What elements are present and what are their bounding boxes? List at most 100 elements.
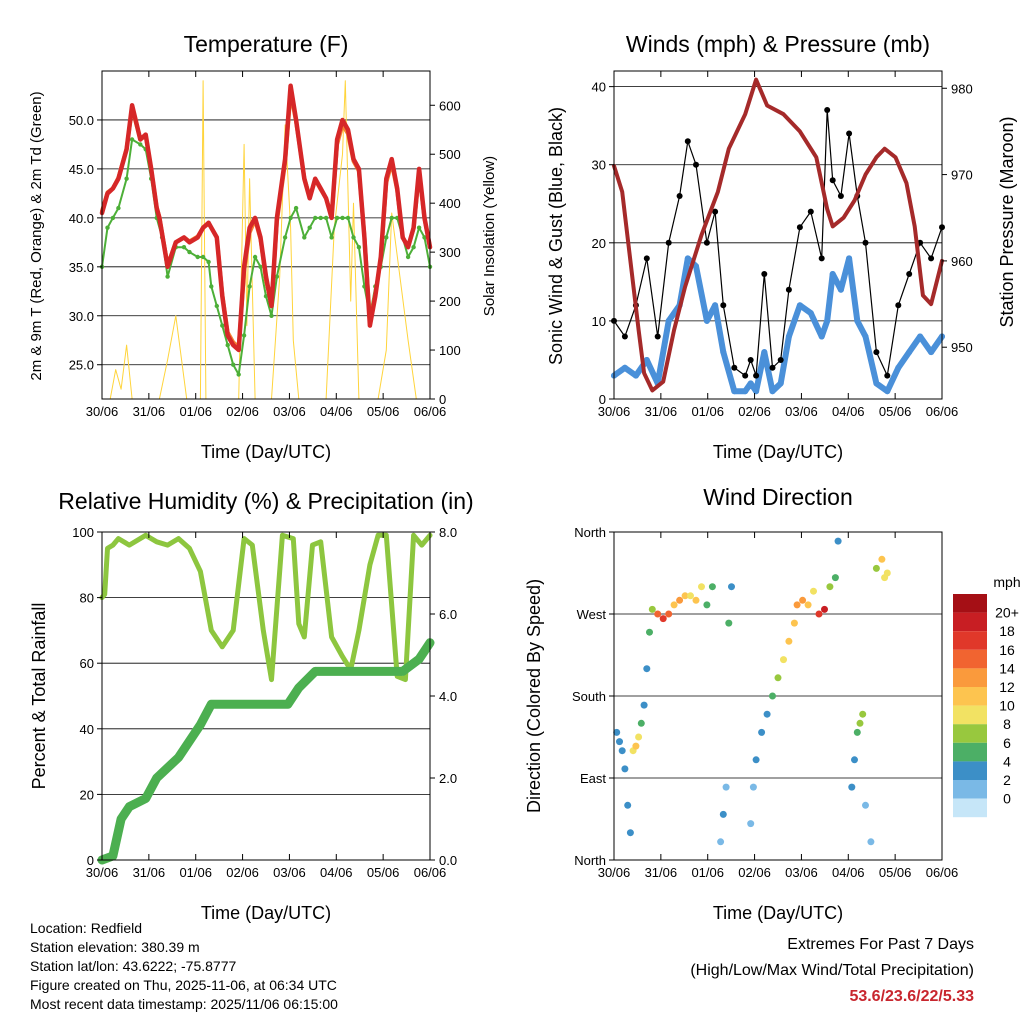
colorbar-swatch bbox=[953, 668, 987, 687]
sonic-wind-point bbox=[633, 373, 639, 379]
sonic-wind-point bbox=[720, 349, 726, 355]
direction-point bbox=[859, 711, 866, 718]
elevation-text: Station elevation: 380.39 m bbox=[30, 938, 338, 957]
direction-point bbox=[750, 784, 757, 791]
x-tick-label: 02/06 bbox=[738, 865, 771, 880]
direction-point bbox=[646, 629, 653, 636]
sonic-wind-point bbox=[819, 334, 825, 340]
temperature-panel: Temperature (F) Time (Day/UTC) 2m & 9m T… bbox=[28, 31, 498, 462]
direction-point bbox=[676, 597, 683, 604]
direction-point bbox=[799, 597, 806, 604]
humidity-panel: Relative Humidity (%) & Precipitation (i… bbox=[29, 488, 474, 923]
sonic-wind-point bbox=[742, 388, 748, 394]
x-tick-label: 05/06 bbox=[879, 865, 912, 880]
direction-point bbox=[709, 583, 716, 590]
direction-point bbox=[854, 729, 861, 736]
latlon-text: Station lat/lon: 43.6222; -75.8777 bbox=[30, 957, 338, 976]
direction-point bbox=[794, 601, 801, 608]
x-tick-label: 04/06 bbox=[832, 865, 865, 880]
direction-point bbox=[873, 565, 880, 572]
y-tick-label: 25.0 bbox=[69, 358, 94, 373]
humidity-plot-frame bbox=[102, 532, 430, 860]
colorbar-label: 6 bbox=[1003, 735, 1011, 751]
colorbar-swatch bbox=[953, 799, 987, 818]
y-right-tick-label: 500 bbox=[439, 147, 461, 162]
y-right-tick-label: 600 bbox=[439, 98, 461, 113]
colorbar-label: 12 bbox=[999, 679, 1015, 695]
direction-point bbox=[758, 729, 765, 736]
sonic-wind-point bbox=[830, 271, 836, 277]
colorbar-swatch bbox=[953, 687, 987, 706]
direction-point bbox=[660, 615, 667, 622]
x-tick-label: 01/06 bbox=[691, 865, 724, 880]
sonic-wind-point bbox=[622, 365, 628, 371]
direction-title: Wind Direction bbox=[703, 484, 853, 510]
colorbar-swatch bbox=[953, 743, 987, 762]
y-right-tick-label: 0.0 bbox=[439, 853, 457, 868]
direction-point bbox=[821, 606, 828, 613]
direction-point bbox=[643, 665, 650, 672]
humidity-ylabel: Percent & Total Rainfall bbox=[29, 603, 49, 790]
colorbar-label: 20+ bbox=[995, 605, 1019, 621]
direction-point bbox=[826, 583, 833, 590]
x-tick-label: 04/06 bbox=[320, 404, 353, 419]
y-tick-label: 40 bbox=[80, 722, 94, 737]
colorbar-title: mph bbox=[993, 574, 1020, 590]
extremes-values: 53.6/23.6/22/5.33 bbox=[690, 984, 974, 1010]
direction-series bbox=[613, 538, 891, 846]
x-tick-label: 01/06 bbox=[179, 865, 212, 880]
direction-point bbox=[780, 656, 787, 663]
humidity-line bbox=[102, 535, 430, 679]
direction-point bbox=[862, 802, 869, 809]
colorbar-swatch bbox=[953, 761, 987, 780]
y-right-tick-label: 980 bbox=[951, 81, 973, 96]
colorbar-swatch bbox=[953, 706, 987, 725]
y-tick-label: 60 bbox=[80, 656, 94, 671]
direction-point bbox=[621, 765, 628, 772]
direction-point bbox=[747, 820, 754, 827]
y-right-tick-label: 4.0 bbox=[439, 689, 457, 704]
temperature-series bbox=[100, 81, 432, 399]
y-tick-label: 0 bbox=[599, 392, 606, 407]
y-tick-label: 35.0 bbox=[69, 260, 94, 275]
y-tick-label: 40.0 bbox=[69, 211, 94, 226]
direction-point bbox=[816, 611, 823, 618]
direction-point bbox=[867, 838, 874, 845]
solar-ylabel: Solar Insolation (Yellow) bbox=[481, 156, 498, 316]
direction-point bbox=[810, 588, 817, 595]
y-tick-label: 30 bbox=[592, 158, 606, 173]
x-tick-label: 05/06 bbox=[879, 404, 912, 419]
direction-point bbox=[698, 583, 705, 590]
direction-point bbox=[878, 556, 885, 563]
colorbar-label: 4 bbox=[1003, 753, 1011, 769]
y-right-tick-label: 300 bbox=[439, 245, 461, 260]
direction-panel: Wind Direction Time (Day/UTC) Direction … bbox=[524, 484, 1021, 923]
y-right-tick-label: 6.0 bbox=[439, 607, 457, 622]
sonic-wind-point bbox=[854, 318, 860, 324]
direction-point bbox=[693, 597, 700, 604]
x-tick-label: 02/06 bbox=[226, 865, 259, 880]
sonic-wind-point bbox=[748, 380, 754, 386]
direction-point bbox=[671, 601, 678, 608]
direction-point bbox=[665, 611, 672, 618]
y-right-tick-label: 970 bbox=[951, 168, 973, 183]
direction-point bbox=[851, 756, 858, 763]
colorbar-swatch bbox=[953, 650, 987, 669]
extremes-block: Extremes For Past 7 Days (High/Low/Max W… bbox=[690, 932, 974, 1010]
sonic-wind-point bbox=[761, 349, 767, 355]
x-tick-label: 02/06 bbox=[738, 404, 771, 419]
direction-grid bbox=[614, 532, 942, 860]
direction-point bbox=[769, 693, 776, 700]
direction-point bbox=[627, 829, 634, 836]
direction-point bbox=[764, 711, 771, 718]
sonic-wind-point bbox=[863, 334, 869, 340]
direction-point bbox=[638, 720, 645, 727]
winds-title: Winds (mph) & Pressure (mb) bbox=[626, 31, 930, 57]
direction-point bbox=[835, 538, 842, 545]
y-tick-label: 80 bbox=[80, 591, 94, 606]
sonic-wind-point bbox=[808, 310, 814, 316]
y-right-tick-label: 2.0 bbox=[439, 771, 457, 786]
y-tick-label: 100 bbox=[72, 525, 94, 540]
colorbar-label: 14 bbox=[999, 660, 1015, 676]
sonic-wind-point bbox=[666, 318, 672, 324]
